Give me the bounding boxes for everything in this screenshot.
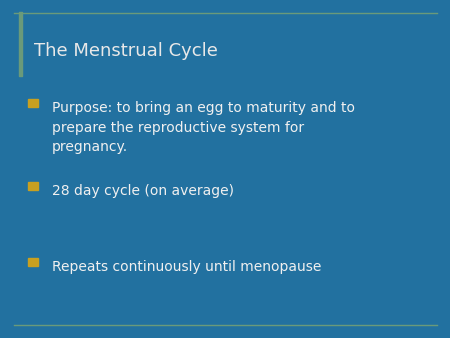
FancyBboxPatch shape xyxy=(28,258,38,266)
FancyBboxPatch shape xyxy=(28,182,38,190)
Text: 28 day cycle (on average): 28 day cycle (on average) xyxy=(52,184,234,198)
Text: Purpose: to bring an egg to maturity and to
prepare the reproductive system for
: Purpose: to bring an egg to maturity and… xyxy=(52,101,355,154)
Text: Repeats continuously until menopause: Repeats continuously until menopause xyxy=(52,260,321,274)
Text: The Menstrual Cycle: The Menstrual Cycle xyxy=(34,42,218,60)
FancyBboxPatch shape xyxy=(28,99,38,107)
